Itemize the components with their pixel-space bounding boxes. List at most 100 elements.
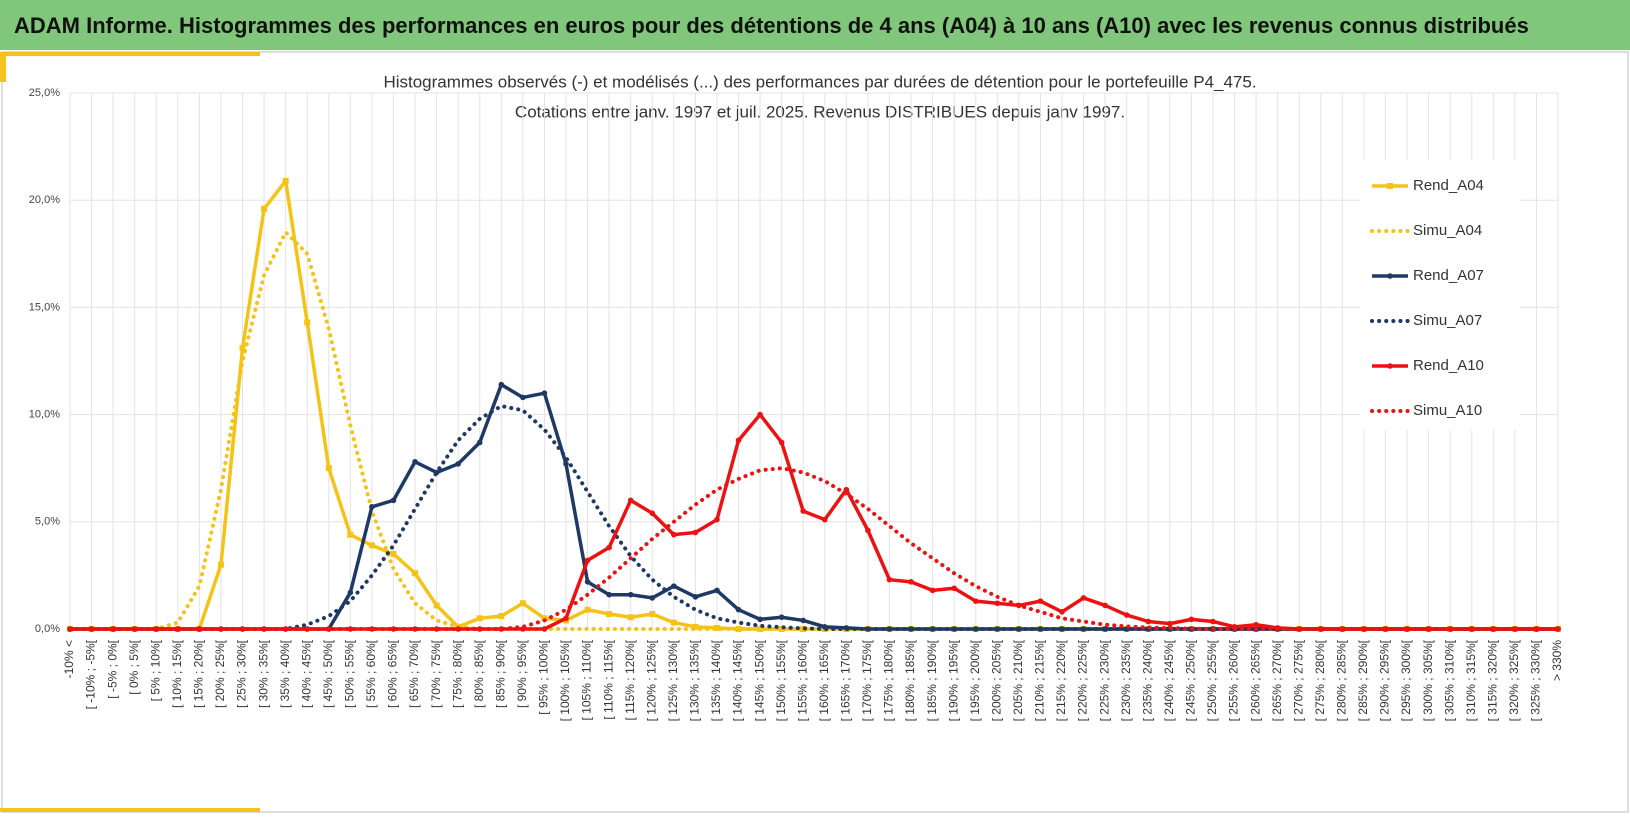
x-tick-label: [ 285% ; 290%[ <box>1356 639 1370 721</box>
marker <box>908 579 914 585</box>
x-tick-label: [ 130% ; 135%[ <box>688 639 702 721</box>
x-tick-label: [ 315% ; 320%[ <box>1485 639 1499 721</box>
marker <box>951 585 957 592</box>
x-tick-label: [ 230% ; 235%[ <box>1119 639 1133 721</box>
marker <box>261 205 268 212</box>
marker <box>929 587 936 594</box>
x-tick-label: [ 280% ; 285%[ <box>1335 639 1349 721</box>
x-tick-label: [ 320% ; 325%[ <box>1507 639 1521 721</box>
marker <box>649 510 656 517</box>
x-tick-label: [ 75% ; 80%[ <box>450 639 464 708</box>
x-tick-label: [ 250% ; 255%[ <box>1205 639 1219 721</box>
marker <box>476 615 483 622</box>
marker <box>1080 595 1087 601</box>
marker <box>1555 626 1561 632</box>
x-tick-label: [ 240% ; 245%[ <box>1162 639 1176 721</box>
chart-frame <box>1 51 1629 813</box>
x-tick-label: [ 140% ; 145%[ <box>731 639 745 721</box>
x-tick-label: [ 245% ; 250%[ <box>1184 639 1198 721</box>
x-tick-label: [ 295% ; 300%[ <box>1399 639 1413 721</box>
marker <box>671 583 677 589</box>
header-bar <box>0 0 1630 50</box>
x-tick-label: [ 270% ; 275%[ <box>1291 639 1305 721</box>
marker <box>714 516 720 523</box>
marker <box>1387 273 1393 279</box>
x-tick-label: [ 275% ; 280%[ <box>1313 639 1327 721</box>
marker <box>886 576 893 583</box>
y-tick-label: 5,0% <box>35 516 60 528</box>
marker <box>390 497 397 504</box>
y-tick-label: 20,0% <box>29 194 60 206</box>
x-tick-label: [ 160% ; 165%[ <box>817 639 831 721</box>
x-tick-label: [ 105% ; 110%[ <box>580 639 594 720</box>
marker <box>1387 363 1393 369</box>
marker <box>584 606 591 613</box>
marker <box>541 390 548 396</box>
marker <box>455 461 461 467</box>
marker <box>1037 598 1044 604</box>
x-tick-label: [ 300% ; 305%[ <box>1421 639 1435 721</box>
x-tick-label: [ 5% ; 10%[ <box>148 639 162 701</box>
x-tick-label: [ -5% ; 0%[ <box>105 639 119 698</box>
marker <box>627 614 634 621</box>
y-tick-label: 10,0% <box>29 409 60 421</box>
x-tick-label: [ 115% ; 120%[ <box>623 639 637 720</box>
x-tick-label: [ 85% ; 90%[ <box>493 639 507 708</box>
x-tick-label: [ 255% ; 260%[ <box>1227 639 1241 721</box>
marker <box>821 516 828 523</box>
marker <box>304 319 311 326</box>
marker <box>671 531 677 538</box>
x-tick-label: [ 235% ; 240%[ <box>1140 639 1154 721</box>
marker <box>627 591 634 598</box>
marker <box>606 544 612 551</box>
x-tick-label: [ 45% ; 50%[ <box>321 639 335 708</box>
x-tick-label: [ 325% ; 330%[ <box>1529 639 1543 721</box>
marker <box>994 600 1001 607</box>
marker <box>865 527 871 534</box>
x-tick-label: [ 120% ; 125%[ <box>644 639 658 721</box>
marker <box>778 439 785 446</box>
marker <box>627 497 634 504</box>
x-tick-label: [ 125% ; 130%[ <box>666 639 680 721</box>
x-tick-label: [ 225% ; 230%[ <box>1097 639 1111 721</box>
marker <box>800 508 807 514</box>
x-tick-label: [ 290% ; 295%[ <box>1378 639 1392 721</box>
marker <box>1145 618 1152 625</box>
marker <box>649 595 656 601</box>
marker <box>1533 626 1540 632</box>
x-tick-label: [ 215% ; 220%[ <box>1054 639 1068 721</box>
legend-label: Simu_A10 <box>1413 402 1482 419</box>
marker <box>1059 609 1065 615</box>
marker <box>519 600 526 607</box>
marker <box>757 411 763 418</box>
x-tick-label: [ 170% ; 175%[ <box>860 639 874 721</box>
page-title: ADAM Informe. Histogrammes des performan… <box>14 13 1529 38</box>
x-tick-label: [ 110% ; 115%[ <box>601 639 615 719</box>
accent <box>0 808 260 812</box>
marker <box>541 615 548 622</box>
marker <box>714 587 720 594</box>
marker <box>1188 616 1195 623</box>
x-tick-label: [ 90% ; 95%[ <box>515 639 529 708</box>
marker <box>498 381 505 388</box>
legend-label: Simu_A07 <box>1413 312 1482 329</box>
marker <box>239 345 246 352</box>
x-tick-label: > 330% <box>1550 640 1564 681</box>
marker <box>347 531 354 538</box>
x-tick-label: [ 145% ; 150%[ <box>752 639 766 721</box>
marker <box>1123 612 1130 618</box>
legend-label: Simu_A04 <box>1413 222 1482 239</box>
x-tick-label: [ 80% ; 85%[ <box>472 639 486 708</box>
x-tick-label: [ -10% ; -5%[ <box>84 639 98 709</box>
marker <box>563 615 569 622</box>
marker <box>412 570 419 577</box>
x-tick-label: [ 260% ; 265%[ <box>1248 639 1262 721</box>
y-tick-label: 0,0% <box>35 623 60 635</box>
marker <box>1167 620 1173 627</box>
marker <box>368 542 375 549</box>
x-tick-label: [ 175% ; 180%[ <box>882 639 896 721</box>
x-tick-label: [ 35% ; 40%[ <box>278 639 292 708</box>
x-tick-label: [ 20% ; 25%[ <box>213 639 227 708</box>
marker <box>670 619 677 626</box>
